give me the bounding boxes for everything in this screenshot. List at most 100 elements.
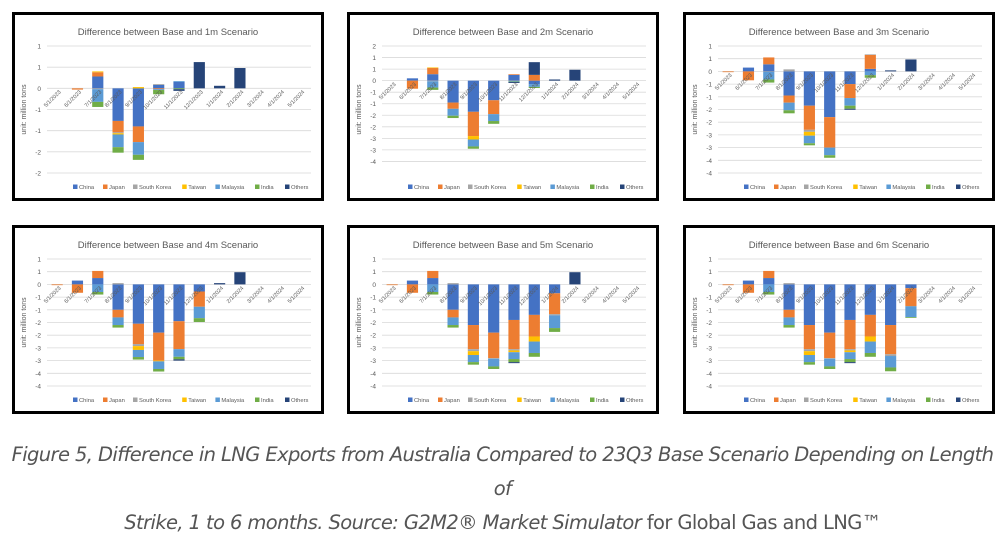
y-tick-label: -4 — [370, 159, 376, 166]
bar-segment-south-korea — [864, 54, 876, 55]
y-tick-label: -2 — [35, 333, 41, 340]
x-tick-label: 11/1/2023 — [163, 90, 184, 111]
bar-segment-india — [844, 359, 856, 363]
legend-label: China — [750, 185, 766, 191]
chart-panel-2m: Difference between Base and 2m Scenario u… — [347, 12, 659, 201]
bar-segment-india — [905, 317, 917, 318]
bar-segment-malaysia — [92, 284, 104, 293]
bar-segment-china — [406, 78, 419, 81]
y-tick-label: -2 — [706, 320, 712, 327]
legend-swatch — [744, 397, 749, 402]
bar-segment-india — [132, 357, 144, 360]
legend-label: Taiwan — [859, 398, 877, 404]
y-tick-label: -3 — [706, 145, 712, 152]
y-tick-label: -1 — [370, 90, 376, 97]
bar-segment-taiwan — [132, 87, 144, 89]
x-tick-label: 1/1/2024 — [877, 73, 896, 92]
legend-label: India — [596, 398, 609, 404]
y-tick-label: 0 — [708, 69, 712, 76]
bar-segment-japan — [742, 284, 755, 293]
chart-panel-6m: Difference between Base and 6m Scenario u… — [683, 225, 995, 414]
chart-panel-5m: Difference between Base and 5m Scenario u… — [347, 225, 659, 414]
y-tick-label: -1 — [35, 307, 41, 314]
legend-label: Japan — [780, 185, 796, 191]
bar-segment-south-korea — [783, 69, 795, 72]
y-tick-label: -1 — [370, 101, 376, 108]
y-tick-label: -2 — [706, 107, 712, 114]
bar-segment-malaysia — [112, 317, 124, 326]
bar-segment-others — [569, 272, 581, 285]
legend-swatch — [215, 184, 220, 189]
bar-segment-others — [234, 272, 246, 285]
bar-segment-malaysia — [824, 147, 836, 156]
bar-segment-china — [528, 80, 540, 85]
bar-segment-china — [132, 88, 144, 127]
bar-segment-taiwan — [153, 360, 165, 362]
bar-segment-others — [905, 59, 917, 72]
bar-segment-south-korea — [803, 349, 815, 352]
legend-label: China — [414, 398, 430, 404]
bar-segment-china — [132, 284, 144, 324]
bar-segment-malaysia — [427, 284, 439, 293]
legend-label: Taiwan — [188, 398, 206, 404]
x-tick-label: 5/1/2023 — [714, 286, 733, 305]
bar-segment-malaysia — [447, 108, 459, 116]
x-tick-label: 5/1/2024 — [958, 73, 977, 92]
legend-label: Taiwan — [523, 185, 541, 191]
x-tick-label: 5/1/2024 — [287, 286, 306, 305]
chart-panel-1m: Difference between Base and 1m Scenario u… — [12, 12, 324, 201]
bar-segment-taiwan — [467, 351, 479, 356]
x-tick-label: 2/1/2024 — [897, 73, 916, 92]
x-tick-label: 6/1/2023 — [63, 90, 82, 109]
legend-label: Others — [291, 185, 308, 191]
bar-segment-china — [824, 71, 836, 118]
bar-segment-india — [427, 87, 439, 90]
chart-2m: Difference between Base and 2m Scenario u… — [356, 27, 646, 191]
y-tick-label: -2 — [35, 320, 41, 327]
legend-swatch — [744, 184, 749, 189]
bar-segment-japan — [783, 95, 795, 103]
x-tick-label: 2/1/2024 — [226, 90, 245, 109]
bar-segment-south-korea — [132, 344, 144, 347]
bar-segment-china — [763, 64, 775, 72]
x-tick-label: 2/1/2024 — [561, 82, 580, 101]
x-tick-label: 3/1/2024 — [581, 286, 600, 305]
bar-segment-malaysia — [844, 98, 856, 106]
legend-label: South Korea — [139, 185, 172, 191]
bar-segment-japan — [427, 270, 439, 279]
bar-segment-japan — [864, 54, 876, 69]
y-tick-label: -1 — [35, 107, 41, 114]
bar-segment-india — [528, 86, 540, 89]
y-tick-label: 1 — [372, 269, 376, 276]
bar-segment-malaysia — [112, 134, 124, 148]
legend-swatch — [620, 397, 625, 402]
bar-segment-others — [528, 62, 540, 75]
x-tick-label: 1/1/2024 — [206, 286, 225, 305]
legend-swatch — [550, 184, 555, 189]
legend-swatch — [517, 397, 522, 402]
x-tick-label: 4/1/2024 — [938, 73, 957, 92]
bar-segment-china — [508, 284, 520, 320]
legend-swatch — [182, 184, 187, 189]
bar-segment-malaysia — [508, 81, 520, 82]
y-tick-label: 0 — [37, 86, 41, 93]
bar-segment-japan — [112, 309, 124, 318]
bar-segment-taiwan — [427, 67, 439, 69]
x-tick-label: 5/1/2024 — [622, 82, 641, 101]
y-tick-label: -3 — [706, 345, 712, 352]
legend-swatch — [182, 397, 187, 402]
legend-swatch — [73, 397, 78, 402]
bar-segment-china — [508, 74, 520, 81]
chart-title: Difference between Base and 5m Scenario — [413, 240, 593, 251]
bar-segment-south-korea — [824, 358, 836, 359]
bar-segment-south-korea — [153, 84, 165, 85]
bar-segment-others — [173, 89, 185, 91]
y-tick-label: 1 — [37, 44, 41, 51]
bar-segment-japan — [406, 80, 419, 89]
x-tick-label: 3/1/2024 — [581, 82, 600, 101]
legend-swatch — [774, 184, 779, 189]
legend-swatch — [133, 397, 138, 402]
bar-segment-south-korea — [508, 349, 520, 351]
legend-swatch — [956, 184, 961, 189]
y-tick-label: -4 — [35, 384, 41, 391]
